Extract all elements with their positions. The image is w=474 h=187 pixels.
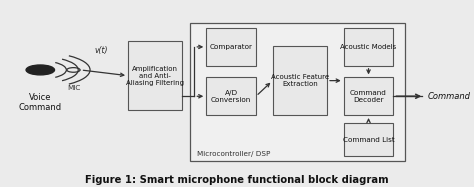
- Text: Command: Command: [428, 92, 471, 101]
- Text: Acoustic Feature
Extraction: Acoustic Feature Extraction: [271, 74, 329, 87]
- Text: v(t): v(t): [94, 46, 108, 55]
- Text: Microcontroller/ DSP: Microcontroller/ DSP: [197, 151, 270, 157]
- Text: Comparator: Comparator: [210, 44, 253, 50]
- FancyBboxPatch shape: [190, 23, 405, 161]
- FancyBboxPatch shape: [344, 123, 393, 156]
- FancyBboxPatch shape: [128, 41, 182, 110]
- Text: Amplification
and Anti-
Aliasing Filtering: Amplification and Anti- Aliasing Filteri…: [126, 66, 184, 86]
- Text: MIC: MIC: [67, 85, 80, 91]
- FancyBboxPatch shape: [344, 77, 393, 115]
- Text: Acoustic Models: Acoustic Models: [340, 44, 397, 50]
- FancyBboxPatch shape: [206, 77, 256, 115]
- Text: Figure 1: Smart microphone functional block diagram: Figure 1: Smart microphone functional bl…: [85, 175, 389, 185]
- FancyBboxPatch shape: [273, 46, 327, 115]
- Text: Command
Decoder: Command Decoder: [350, 90, 387, 103]
- Text: A/D
Conversion: A/D Conversion: [211, 90, 251, 103]
- FancyBboxPatch shape: [344, 28, 393, 66]
- Circle shape: [26, 65, 55, 75]
- Text: Voice
Command: Voice Command: [19, 93, 62, 112]
- Text: Command List: Command List: [343, 137, 394, 143]
- FancyBboxPatch shape: [206, 28, 256, 66]
